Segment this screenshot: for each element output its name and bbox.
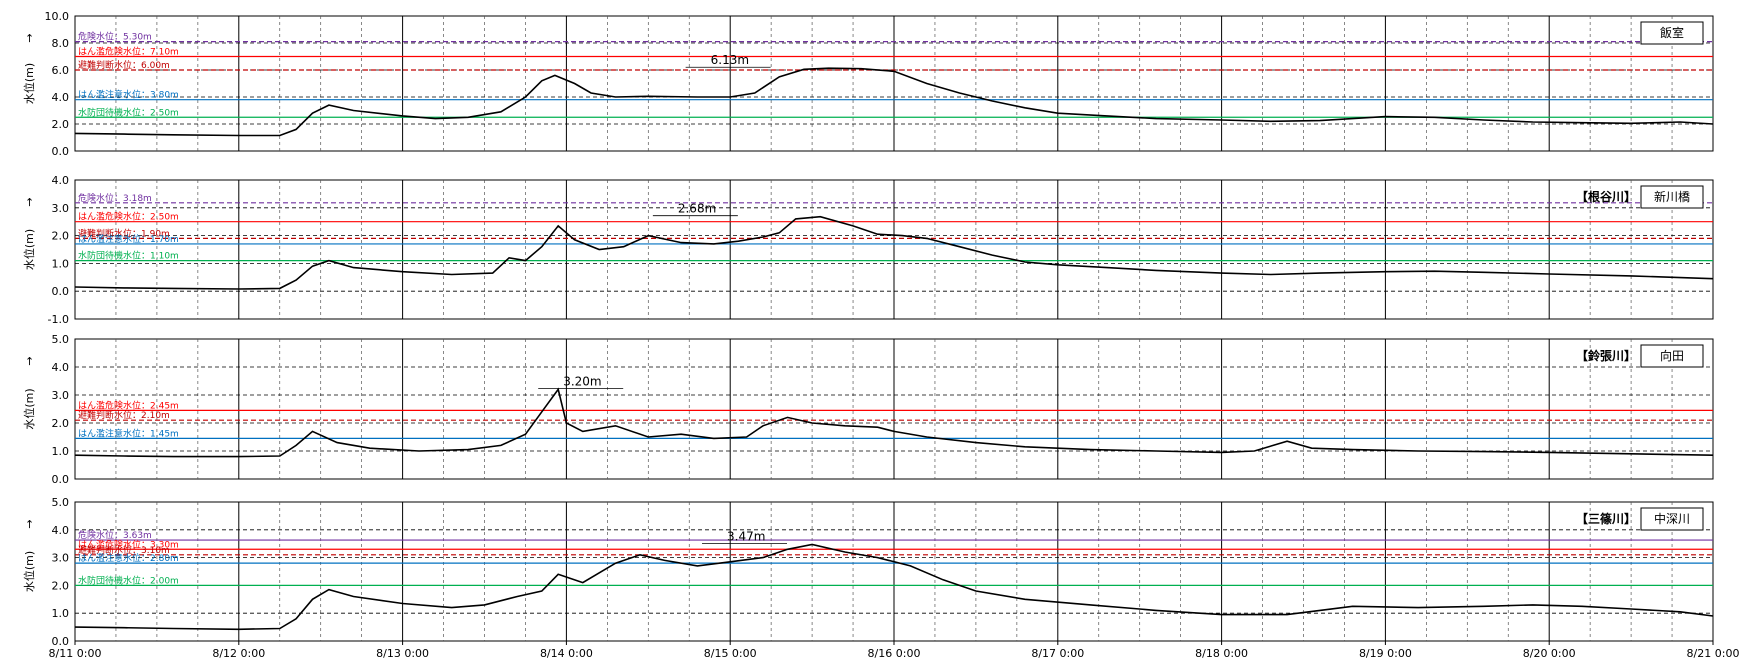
y-axis-label: 水位(m) — [22, 229, 36, 270]
x-tick-label: 8/16 0:00 — [868, 647, 921, 660]
y-tick-label: 2.0 — [52, 118, 70, 131]
x-tick-label: 8/12 0:00 — [212, 647, 265, 660]
peak-label: 6.13m — [711, 53, 749, 67]
y-tick-label: 4.0 — [52, 91, 70, 104]
water-level-line — [74, 387, 1714, 458]
y-tick-label: 8.0 — [52, 37, 70, 50]
y-tick-label: 0.0 — [52, 635, 70, 648]
y-tick-label: 2.0 — [52, 417, 70, 430]
y-tick-label: 2.0 — [52, 579, 70, 592]
x-tick-label: 8/11 0:00 — [49, 647, 102, 660]
station-name: 中深川 — [1654, 511, 1690, 526]
peak-label: 2.68m — [678, 202, 716, 216]
y-tick-label: 0.0 — [52, 285, 70, 298]
y-tick-label: 2.0 — [52, 230, 70, 243]
y-tick-label: 5.0 — [52, 496, 70, 509]
threshold-label: 水防団待機水位：1.10m — [78, 250, 179, 262]
y-axis-arrow: → — [23, 519, 36, 528]
threshold-label: 水防団待機水位：2.00m — [78, 574, 179, 586]
y-tick-label: 1.0 — [52, 257, 70, 270]
y-tick-label: 3.0 — [52, 389, 70, 402]
station-box — [1640, 185, 1704, 209]
threshold-label: 避難判断水位：6.00m — [78, 59, 170, 71]
x-tick-label: 8/21 0:00 — [1687, 647, 1740, 660]
y-axis-label: 水位(m) — [22, 551, 36, 592]
y-tick-label: 5.0 — [52, 333, 70, 346]
y-tick-label: 4.0 — [52, 174, 70, 187]
x-tick-label: 8/18 0:00 — [1195, 647, 1248, 660]
station-name: 新川橋 — [1654, 189, 1690, 204]
y-tick-label: 1.0 — [52, 445, 70, 458]
y-tick-label: -1.0 — [48, 313, 69, 326]
y-axis-label: 水位(m) — [22, 63, 36, 104]
threshold-label: はん濫危険水位：2.45m — [78, 399, 179, 411]
y-axis-arrow: → — [23, 197, 36, 206]
x-tick-label: 8/15 0:00 — [704, 647, 757, 660]
threshold-label: 危険水位：3.63m — [78, 529, 152, 541]
threshold-label: 危険水位：3.18m — [78, 192, 152, 204]
y-tick-label: 3.0 — [52, 202, 70, 215]
y-tick-label: 1.0 — [52, 607, 70, 620]
y-tick-label: 3.0 — [52, 552, 70, 565]
river-name: 【三篠川】 — [1576, 511, 1636, 526]
y-tick-label: 0.0 — [52, 473, 70, 486]
threshold-label: はん濫注意水位：1.45m — [78, 427, 179, 439]
peak-label: 3.47m — [727, 530, 765, 544]
x-tick-label: 8/14 0:00 — [540, 647, 593, 660]
y-axis-arrow: → — [23, 33, 36, 42]
station-box — [1640, 507, 1704, 531]
station-name: 向田 — [1660, 348, 1684, 363]
station-box — [1640, 344, 1704, 368]
river-name: 【根谷川】 — [1576, 189, 1636, 204]
y-tick-label: 0.0 — [52, 145, 70, 158]
x-tick-label: 8/19 0:00 — [1359, 647, 1412, 660]
threshold-label: はん濫危険水位：3.30m — [78, 538, 179, 550]
peak-label: 3.20m — [563, 374, 601, 388]
water-level-line — [74, 215, 1714, 290]
x-tick-label: 8/13 0:00 — [376, 647, 429, 660]
water-level-line — [74, 67, 1714, 137]
threshold-label: はん濫危険水位：7.10m — [78, 46, 179, 58]
station-box — [1640, 21, 1704, 45]
river-name: 【鈴張川】 — [1576, 348, 1636, 363]
threshold-label: 避難判断水位：1.90m — [78, 227, 170, 239]
water-level-line — [74, 543, 1714, 631]
y-tick-label: 10.0 — [45, 10, 70, 23]
y-tick-label: 4.0 — [52, 361, 70, 374]
threshold-label: 避難判断水位：3.10m — [78, 544, 170, 556]
station-name: 飯室 — [1660, 25, 1684, 40]
threshold-label: はん濫注意水位：3.80m — [78, 89, 179, 101]
threshold-label: はん濫注意水位：1.70m — [78, 233, 179, 245]
y-axis-arrow: → — [23, 356, 36, 365]
x-tick-label: 8/17 0:00 — [1031, 647, 1084, 660]
y-axis-label: 水位(m) — [22, 388, 36, 429]
threshold-label: 避難判断水位：2.10m — [78, 409, 170, 421]
threshold-label: はん濫危険水位：2.50m — [78, 211, 179, 223]
threshold-label: はん濫注意水位：2.80m — [78, 552, 179, 564]
y-tick-label: 4.0 — [52, 524, 70, 537]
threshold-label: 危険水位：5.30m — [78, 31, 152, 43]
y-tick-label: 6.0 — [52, 64, 70, 77]
x-tick-label: 8/20 0:00 — [1523, 647, 1576, 660]
threshold-label: 水防団待機水位：2.50m — [78, 106, 179, 118]
